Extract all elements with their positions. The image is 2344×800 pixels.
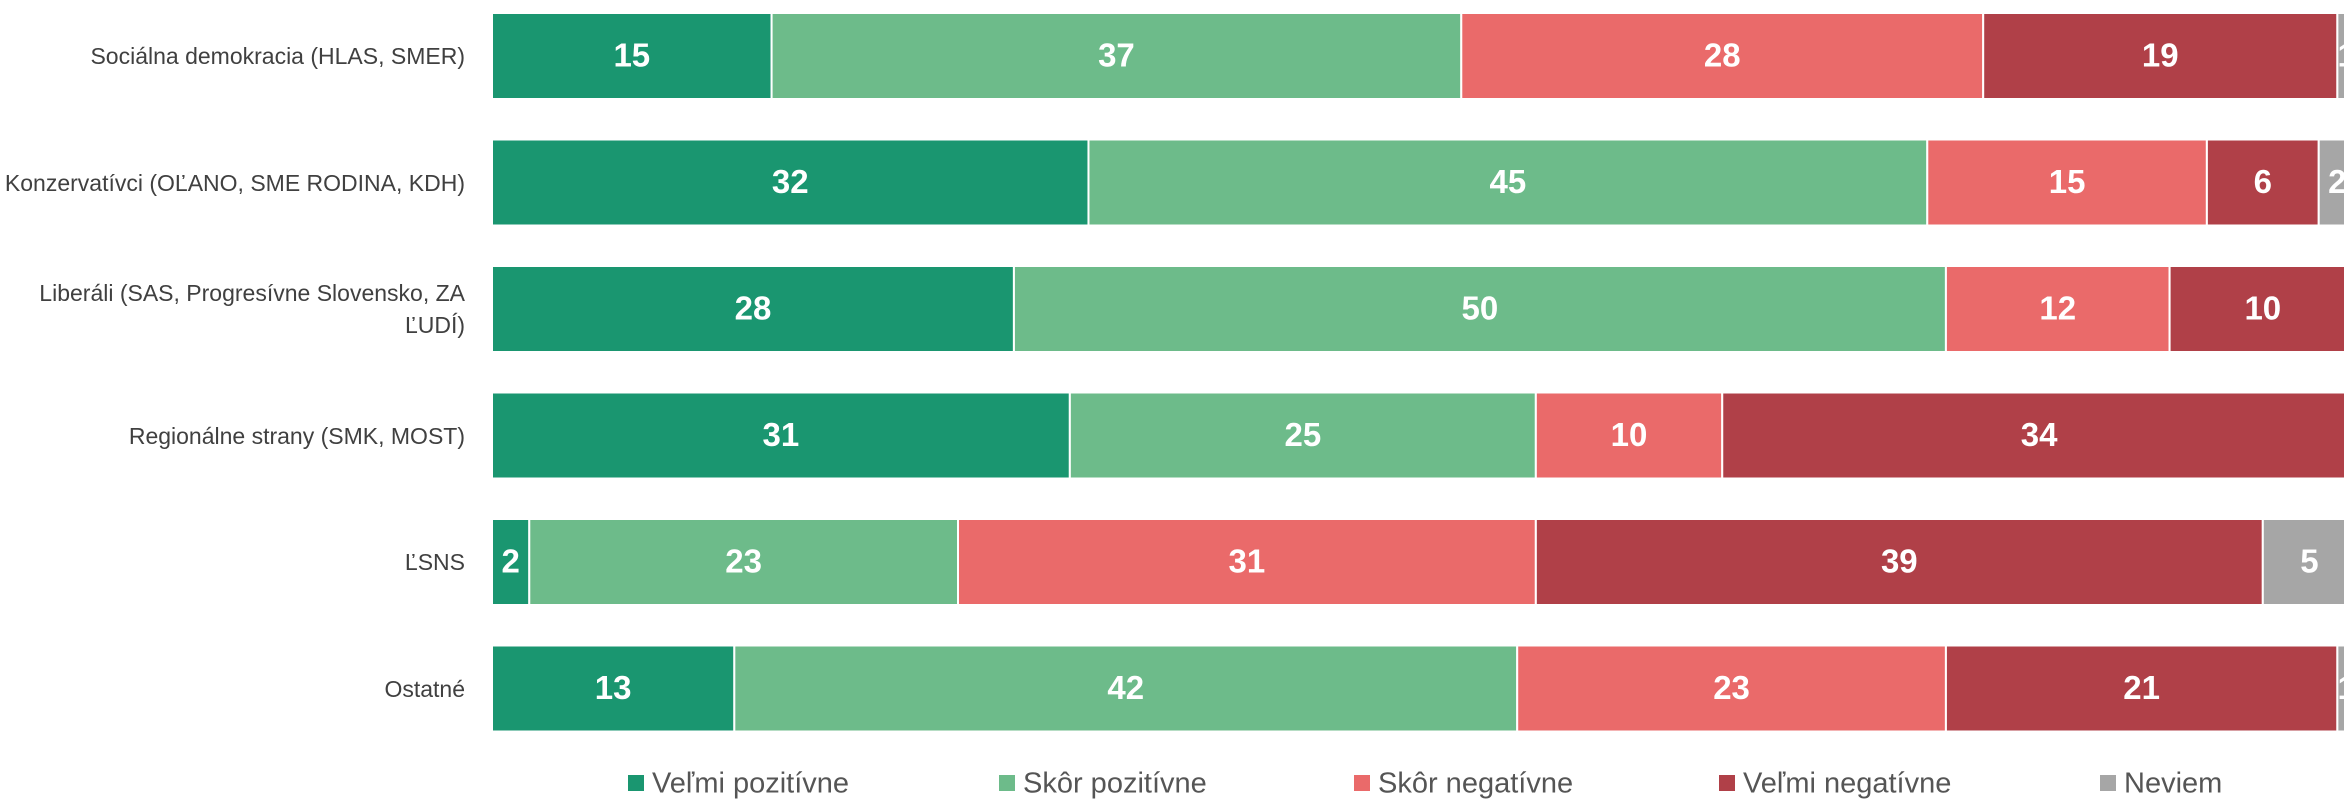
legend-swatch — [999, 775, 1015, 791]
bar-segment — [1012, 265, 1947, 353]
value-label: 21 — [2123, 669, 2160, 706]
value-label: 42 — [1107, 669, 1144, 706]
value-label: 25 — [1284, 416, 1321, 453]
value-label: 28 — [735, 290, 772, 327]
value-label: 32 — [772, 163, 809, 200]
value-label: 34 — [2021, 416, 2058, 453]
bar-segment — [2336, 12, 2344, 100]
value-label: 31 — [763, 416, 800, 453]
bar-segment — [1087, 138, 1929, 227]
bar-segment — [2317, 138, 2344, 227]
value-label: 2 — [501, 543, 519, 580]
bar-segment — [2168, 265, 2344, 353]
value-label: 15 — [2049, 163, 2086, 200]
value-label: 15 — [613, 37, 650, 74]
category-label: Liberáli (SAS, Progresívne Slovensko, ZA… — [39, 280, 465, 338]
bar-segment — [1068, 391, 1537, 480]
value-label: 10 — [2244, 290, 2281, 327]
legend-label: Veľmi negatívne — [1743, 768, 1951, 800]
legend-label: Skôr pozitívne — [1023, 768, 1207, 800]
bar-segment — [491, 644, 736, 733]
bar-segment — [491, 12, 773, 100]
legend-swatch — [2100, 775, 2116, 791]
bar-segment — [1721, 391, 2344, 480]
value-label: 37 — [1098, 37, 1135, 74]
category-label: Konzervatívci (OĽANO, SME RODINA, KDH) — [4, 169, 465, 196]
value-label: 23 — [1713, 669, 1750, 706]
bar-segment — [2336, 644, 2344, 733]
bar-segment — [1982, 12, 2339, 100]
value-label: 39 — [1881, 543, 1918, 580]
bar-segment — [957, 518, 1537, 606]
bar-segment — [491, 265, 1015, 353]
bar-segment — [1534, 391, 1724, 480]
legend-label: Veľmi pozitívne — [652, 768, 849, 800]
bar-segment — [491, 518, 531, 606]
value-label: 1 — [2338, 37, 2344, 74]
value-label: 19 — [2142, 37, 2179, 74]
value-label: 23 — [725, 543, 762, 580]
value-label: 12 — [2039, 290, 2076, 327]
bar-segment — [491, 138, 1090, 227]
value-label: 13 — [595, 669, 632, 706]
legend-swatch — [628, 775, 644, 791]
bar-segment — [1944, 265, 2171, 353]
value-label: 31 — [1229, 543, 1266, 580]
value-label: 50 — [1462, 290, 1499, 327]
legend-swatch — [1719, 775, 1735, 791]
bar-segment — [491, 391, 1071, 480]
value-label: 10 — [1611, 416, 1648, 453]
category-label: Sociálna demokracia (HLAS, SMER) — [90, 43, 465, 69]
category-label: ĽSNS — [404, 549, 465, 575]
category-label: Regionálne strany (SMK, MOST) — [128, 422, 465, 449]
category-label: Ostatné — [384, 675, 465, 702]
value-label: 28 — [1704, 37, 1741, 74]
value-label: 6 — [2254, 163, 2272, 200]
value-label: 5 — [2300, 543, 2318, 580]
bar-segment — [2261, 518, 2344, 606]
value-label: 2 — [2328, 163, 2344, 200]
value-label: 1 — [2338, 669, 2344, 706]
bar-segment — [770, 12, 1463, 100]
legend-label: Neviem — [2124, 768, 2222, 800]
bar-segment — [2205, 138, 2320, 227]
bar-segment — [733, 644, 1519, 733]
value-label: 45 — [1490, 163, 1527, 200]
bar-segment — [1944, 644, 2339, 733]
legend-swatch — [1354, 775, 1370, 791]
bar-segment — [1516, 644, 1947, 733]
legend-label: Skôr negatívne — [1378, 768, 1573, 800]
bar-segment — [1926, 138, 2208, 227]
